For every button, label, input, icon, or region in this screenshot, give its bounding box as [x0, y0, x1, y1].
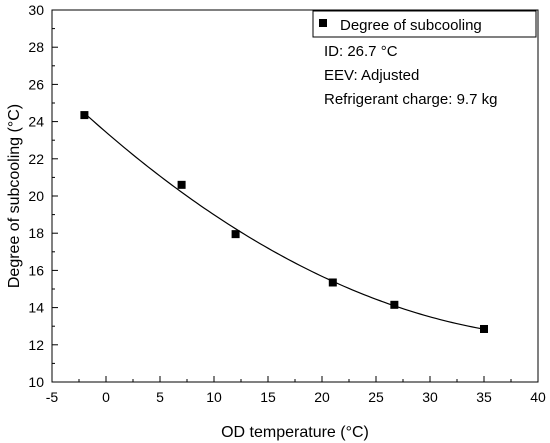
y-tick-label-8: 26	[28, 76, 44, 92]
y-tick-label-3: 16	[28, 262, 44, 278]
data-point-3	[328, 278, 337, 287]
x-tick-label-8: 35	[476, 389, 492, 405]
axes-layer	[51, 9, 539, 383]
data-points-layer	[80, 111, 488, 333]
y-tick-label-9: 28	[28, 39, 44, 55]
data-point-5	[480, 324, 488, 333]
legend: Degree of subcooling	[312, 10, 537, 38]
data-point-4	[390, 300, 399, 309]
x-tick-label-5: 20	[314, 389, 330, 405]
plot-frame	[51, 9, 539, 383]
y-axis-title: Degree of subcooling (°C)	[6, 104, 23, 288]
x-tick-label-3: 10	[206, 389, 222, 405]
annotation-refrigerant-charge: Refrigerant charge: 9.7 kg	[324, 91, 497, 108]
fit-curve	[83, 112, 485, 330]
x-tick-label-2: 5	[156, 389, 164, 405]
x-tick-label-9: 40	[530, 389, 546, 405]
y-tick-label-5: 20	[28, 188, 44, 204]
x-axis-title: OD temperature (°C)	[221, 424, 369, 441]
y-tick-label-4: 18	[28, 225, 44, 241]
fit-curve-layer	[83, 112, 485, 330]
x-tick-label-0: -5	[46, 389, 59, 405]
data-point-1	[177, 180, 186, 189]
data-point-2	[231, 230, 240, 239]
annotation-eev: EEV: Adjusted	[324, 67, 419, 84]
annotation-id-temperature: ID: 26.7 °C	[324, 43, 398, 60]
legend-box	[312, 10, 537, 38]
x-tick-label-1: 0	[102, 389, 110, 405]
x-tick-label-4: 15	[260, 389, 276, 405]
y-tick-label-6: 22	[28, 151, 44, 167]
y-tick-label-7: 24	[28, 114, 44, 130]
x-tick-label-7: 30	[422, 389, 438, 405]
y-tick-label-1: 12	[28, 337, 44, 353]
x-tick-label-6: 25	[368, 389, 384, 405]
legend-marker	[319, 19, 327, 27]
ticks-layer: -5 0 5 10 15 20 25 30 35 40 10 12 14 16 18 20 22 24 26 28 30	[28, 2, 546, 405]
y-tick-label-2: 14	[28, 300, 44, 316]
y-tick-label-10: 30	[28, 2, 44, 18]
legend-label: Degree of subcooling	[340, 17, 482, 34]
data-point-0	[80, 111, 89, 120]
y-tick-label-0: 10	[28, 374, 44, 390]
